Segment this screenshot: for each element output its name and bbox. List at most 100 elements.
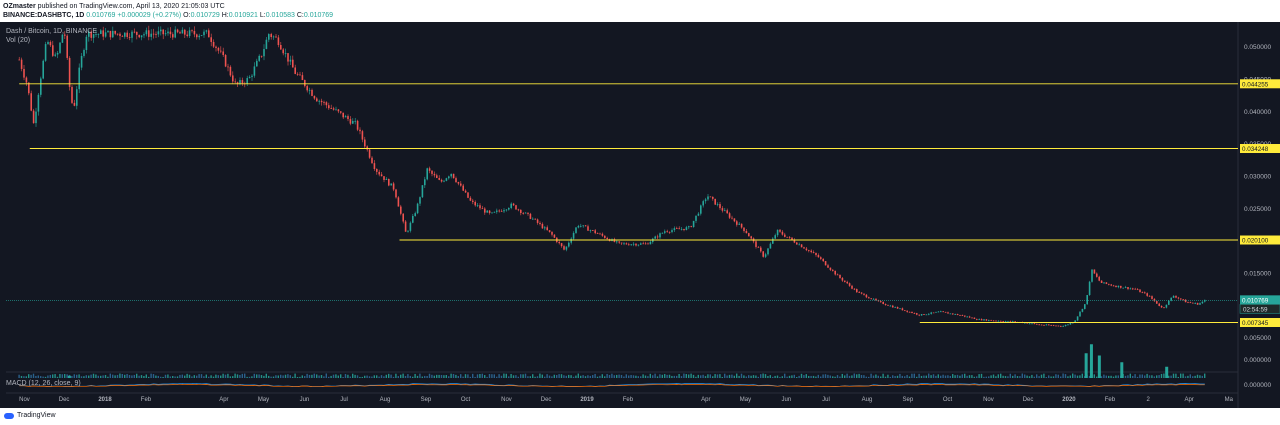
candle <box>947 311 949 314</box>
volume-bar <box>412 376 414 378</box>
candle-body <box>164 33 167 35</box>
volume-bar <box>155 375 157 378</box>
volume-bar <box>1096 376 1098 378</box>
candle-body <box>750 236 753 239</box>
candle <box>59 42 61 55</box>
time-tick-label: Feb <box>141 397 152 403</box>
candle-body <box>966 316 969 318</box>
candle-body <box>786 236 789 238</box>
candle <box>1115 285 1117 288</box>
candle-body <box>762 251 765 257</box>
candle <box>582 225 585 228</box>
volume-bar <box>174 376 176 378</box>
candle-body <box>971 317 973 319</box>
volume-bar <box>361 376 364 378</box>
candle <box>193 26 196 38</box>
volume-bar <box>714 374 716 378</box>
time-tick-label: Nov <box>501 397 512 403</box>
candle <box>181 27 184 34</box>
candle-body <box>1129 288 1132 290</box>
volume-bar <box>959 375 961 378</box>
volume-bar <box>716 374 719 378</box>
candle-body <box>196 34 198 38</box>
candle-body <box>246 78 249 84</box>
volume-bar <box>700 375 702 378</box>
candle <box>1112 284 1115 287</box>
candle <box>1000 320 1002 322</box>
candle-body <box>635 243 637 246</box>
candle-body <box>332 108 335 110</box>
volume-bar <box>1057 374 1060 378</box>
tradingview-logo[interactable]: TradingView <box>4 412 56 419</box>
candle <box>1156 301 1158 304</box>
candle <box>568 241 570 248</box>
candle <box>572 231 575 240</box>
candle <box>911 311 913 314</box>
candle-body <box>733 218 736 222</box>
candle <box>409 221 412 233</box>
volume-bar <box>980 373 983 378</box>
candle <box>834 270 837 276</box>
candle-body <box>1201 301 1204 304</box>
candle-body <box>937 311 940 313</box>
volume-bar <box>836 375 839 378</box>
candle-body <box>942 311 945 313</box>
volume-bar <box>988 376 990 378</box>
candle-body <box>140 35 143 38</box>
volume-bar <box>582 375 584 378</box>
candle-body <box>1170 297 1173 301</box>
candle-body <box>887 304 889 306</box>
candle <box>148 25 150 41</box>
volume-bar <box>944 375 947 378</box>
volume-bar <box>395 373 397 378</box>
candle <box>1045 323 1048 326</box>
candle-body <box>515 205 517 210</box>
candle <box>512 202 515 206</box>
candle-body <box>1141 292 1144 294</box>
candle <box>836 273 839 276</box>
candle-body <box>1026 322 1029 324</box>
volume-bar <box>337 375 340 378</box>
volume-bar <box>743 375 745 378</box>
candle <box>332 106 335 111</box>
volume-bar <box>32 373 35 378</box>
candle <box>896 306 899 309</box>
publisher-name[interactable]: OZmaster <box>3 3 36 10</box>
candle <box>692 220 695 228</box>
volume-bar <box>64 374 66 378</box>
candle <box>500 209 503 212</box>
volume-bar <box>491 374 493 378</box>
volume-bar <box>1040 374 1043 378</box>
candle <box>1057 325 1060 327</box>
candle <box>505 209 508 212</box>
candle-body <box>872 298 875 300</box>
candle <box>1038 324 1041 326</box>
candle <box>433 171 436 178</box>
candle-body <box>560 243 563 247</box>
candle <box>289 55 292 66</box>
candle-body <box>678 228 681 230</box>
volume-bar <box>35 375 37 378</box>
volume-bar <box>596 376 599 378</box>
candle <box>596 232 599 234</box>
candle <box>536 218 539 225</box>
candle <box>546 225 549 231</box>
candle <box>246 75 249 87</box>
candle-body <box>383 176 385 180</box>
candle <box>392 181 395 192</box>
candle <box>1055 325 1057 327</box>
volume-bar <box>193 375 196 378</box>
volume-bar <box>1192 376 1194 378</box>
volume-bar <box>436 374 438 378</box>
volume-bar <box>695 376 697 378</box>
time-tick-label: Dec <box>541 397 552 403</box>
volume-bar <box>224 374 227 378</box>
volume-bar <box>1199 375 1201 378</box>
candle-body <box>860 292 863 294</box>
candle-body <box>1153 298 1156 302</box>
volume-bar <box>452 373 455 378</box>
low-label: L: <box>259 12 266 19</box>
candle-body <box>1184 299 1187 303</box>
low-value: 0.010583 <box>265 12 295 19</box>
